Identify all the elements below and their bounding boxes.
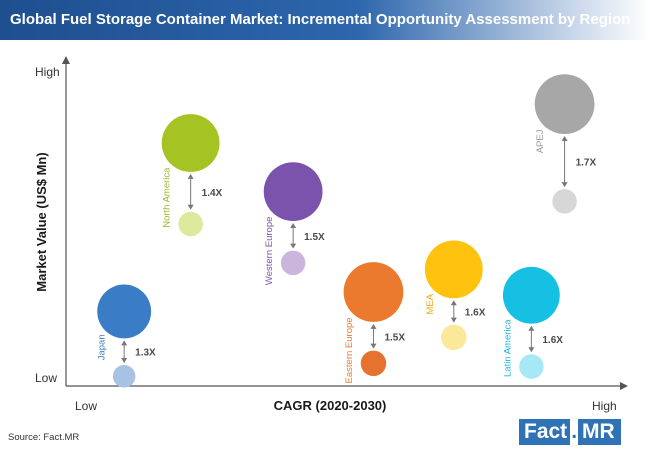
bubble-current-japan: [112, 365, 136, 388]
region-label-western-europe: Western Europe: [264, 217, 275, 285]
connector-arrow-up-japan: [121, 340, 128, 346]
factmr-logo: Fact . MR: [519, 419, 621, 445]
source-note: Source: Fact.MR: [8, 432, 80, 443]
multiplier-label-japan: 1.3X: [135, 348, 156, 359]
x-axis-label: CAGR (2020-2030): [274, 398, 387, 413]
chart-header: Global Fuel Storage Container Market: In…: [0, 0, 650, 40]
logo-dot: .: [571, 420, 578, 443]
connector-arrow-up-latin-america: [528, 325, 535, 331]
connector-arrow-down-western-europe: [290, 243, 297, 249]
bubble-group-eastern-europe: 1.5X Eastern Europe: [343, 262, 405, 383]
bubble-current-apej: [552, 189, 577, 214]
connector-arrow-down-mea: [450, 317, 457, 323]
bubble-current-latin-america: [519, 354, 544, 379]
axes: High Low Low High CAGR (2020-2030) Marke…: [34, 56, 628, 413]
y-tick-high: High: [35, 65, 60, 79]
bubble-future-north-america: [161, 114, 220, 172]
region-label-north-america: North America: [162, 167, 173, 228]
multiplier-label-latin-america: 1.6X: [542, 335, 563, 346]
connector-arrow-down-north-america: [187, 204, 194, 210]
connector-arrow-down-japan: [121, 358, 128, 364]
multiplier-label-mea: 1.6X: [465, 307, 486, 318]
connector-arrow-down-latin-america: [528, 347, 535, 353]
connector-arrow-down-apej: [561, 182, 568, 188]
multiplier-label-eastern-europe: 1.5X: [384, 332, 405, 343]
connector-arrow-up-western-europe: [290, 223, 297, 228]
bubble-group-mea: 1.6X MEA: [424, 240, 486, 351]
logo-mr: MR: [578, 419, 621, 445]
x-tick-low: Low: [75, 399, 97, 413]
connector-arrow-up-north-america: [187, 173, 194, 179]
bubble-group-apej: 1.7X APEJ: [534, 74, 597, 214]
connector-arrow-up-mea: [450, 300, 457, 306]
region-label-eastern-europe: Eastern Europe: [344, 317, 355, 383]
bubble-group-latin-america: 1.6X Latin America: [502, 266, 563, 379]
bubble-future-mea: [424, 240, 483, 299]
bubble-current-eastern-europe: [360, 350, 387, 377]
logo-fact: Fact: [519, 419, 571, 445]
bubble-current-western-europe: [280, 250, 306, 276]
bubble-current-north-america: [178, 211, 203, 237]
multiplier-label-apej: 1.7X: [576, 158, 597, 169]
bubble-future-apej: [534, 74, 595, 135]
chart-title: Global Fuel Storage Container Market: In…: [10, 11, 631, 28]
x-axis-arrow: [620, 382, 628, 390]
bubble-future-latin-america: [502, 266, 560, 324]
region-label-latin-america: Latin America: [503, 319, 514, 377]
bubble-future-japan: [97, 284, 152, 339]
connector-arrow-up-apej: [561, 136, 568, 142]
y-axis-label: Market Value (US$ Mn): [34, 152, 49, 291]
region-label-japan: Japan: [96, 334, 107, 360]
x-tick-high: High: [592, 399, 617, 413]
y-axis-arrow: [62, 56, 70, 64]
bubble-future-western-europe: [263, 162, 323, 222]
bubble-group-japan: 1.3X Japan: [96, 284, 156, 388]
bubble-future-eastern-europe: [343, 262, 404, 322]
multiplier-label-western-europe: 1.5X: [304, 232, 325, 243]
bubble-group-north-america: 1.4X North America: [161, 114, 223, 237]
region-label-mea: MEA: [425, 293, 436, 314]
y-tick-low: Low: [35, 371, 57, 385]
bubble-current-mea: [441, 324, 467, 351]
connector-arrow-up-eastern-europe: [370, 323, 377, 329]
connector-arrow-down-eastern-europe: [370, 343, 377, 349]
bubble-group-western-europe: 1.5X Western Europe: [263, 162, 325, 285]
region-label-apej: APEJ: [535, 129, 546, 153]
bubble-groups: 1.3X Japan 1.4X North America 1.5X Western Eu…: [96, 74, 597, 388]
multiplier-label-north-america: 1.4X: [202, 188, 223, 199]
